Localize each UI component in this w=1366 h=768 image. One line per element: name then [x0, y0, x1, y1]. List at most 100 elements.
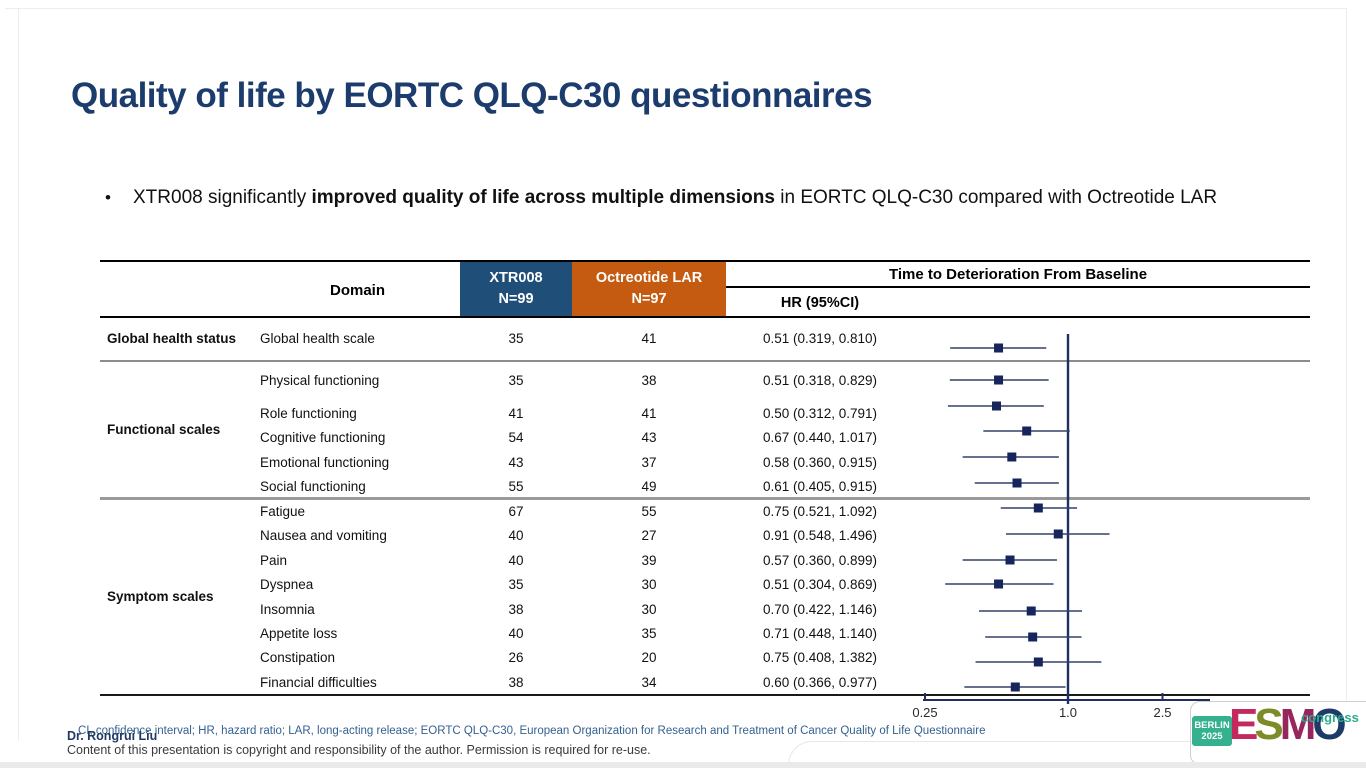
table-cell-domain: Fatigue — [260, 504, 306, 519]
table-cell-hr: 0.50 (0.312, 0.791) — [762, 406, 878, 421]
hr-marker — [1010, 682, 1020, 692]
table-cell-xtr008: 35 — [508, 373, 524, 388]
table-cell-xtr008: 38 — [508, 675, 524, 690]
table-cell-domain: Cognitive functioning — [260, 430, 386, 445]
column-header-domain: Domain — [329, 281, 385, 299]
bottom-strip — [0, 762, 1366, 768]
table-cell-octreotide: 34 — [641, 675, 657, 690]
frame-top-line — [5, 8, 1346, 9]
xtr008-n: N=99 — [498, 291, 534, 307]
hr-marker — [1033, 657, 1043, 667]
table-cell-hr: 0.70 (0.422, 1.146) — [762, 602, 878, 617]
hr-marker — [1005, 555, 1015, 565]
section-label: Global health status — [107, 331, 237, 346]
hr-marker — [994, 375, 1004, 385]
table-border-under-ttd — [726, 286, 1310, 288]
table-cell-xtr008: 67 — [508, 504, 524, 519]
esmo-letter: E — [1229, 700, 1258, 749]
copyright-notice: Content of this presentation is copyrigh… — [67, 743, 651, 757]
table-cell-hr: 0.51 (0.318, 0.829) — [762, 373, 878, 388]
table-cell-domain: Pain — [260, 553, 288, 568]
octreotide-label: Octreotide LAR — [595, 269, 703, 286]
table-cell-xtr008: 26 — [508, 650, 524, 665]
table-cell-octreotide: 41 — [641, 331, 657, 346]
table-cell-hr: 0.51 (0.304, 0.869) — [762, 577, 878, 592]
table-cell-xtr008: 40 — [508, 626, 524, 641]
column-header-octreotide: Octreotide LAR N=97 — [572, 261, 726, 317]
table-cell-hr: 0.75 (0.408, 1.382) — [762, 650, 878, 665]
table-cell-domain: Nausea and vomiting — [260, 528, 387, 543]
page-title: Quality of life by EORTC QLQ-C30 questio… — [71, 76, 873, 115]
table-cell-xtr008: 55 — [508, 479, 524, 494]
table-cell-octreotide: 49 — [641, 479, 657, 494]
table-cell-hr: 0.75 (0.521, 1.092) — [762, 504, 878, 519]
table-cell-hr: 0.91 (0.548, 1.496) — [762, 528, 878, 543]
section-label: Functional scales — [107, 422, 221, 437]
hr-marker — [1022, 426, 1032, 436]
table-cell-xtr008: 54 — [508, 430, 524, 445]
hr-marker — [994, 579, 1004, 589]
column-header-xtr008: XTR008 N=99 — [460, 261, 572, 317]
badge-city: BERLIN — [1194, 719, 1230, 731]
esmo-berlin-badge: BERLIN 2025 — [1192, 716, 1232, 746]
table-cell-xtr008: 38 — [508, 602, 524, 617]
table-cell-hr: 0.71 (0.448, 1.140) — [762, 626, 878, 641]
bullet-post: in EORTC QLQ-C30 compared with Octreotid… — [774, 187, 1218, 208]
table-cell-octreotide: 27 — [641, 528, 657, 543]
column-header-time-to-deterioration: Time to Deterioration From Baseline — [888, 266, 1148, 283]
table-border-bottom — [100, 694, 1310, 696]
table-cell-octreotide: 37 — [641, 455, 657, 470]
table-cell-domain: Physical functioning — [260, 373, 380, 388]
table-cell-domain: Social functioning — [260, 479, 366, 494]
hr-marker — [994, 343, 1004, 353]
hr-marker — [1028, 632, 1038, 642]
table-cell-xtr008: 43 — [508, 455, 524, 470]
table-border-under-header — [100, 316, 1310, 318]
table-cell-octreotide: 43 — [641, 430, 657, 445]
table-cell-octreotide: 30 — [641, 602, 657, 617]
esmo-letter: O — [1312, 700, 1346, 749]
bullet-text: • XTR008 significantly improved quality o… — [105, 187, 1305, 209]
octreotide-n: N=97 — [631, 291, 667, 307]
bullet-bold: improved quality of life across multiple… — [311, 187, 775, 208]
table-cell-octreotide: 20 — [641, 650, 657, 665]
table-cell-domain: Appetite loss — [260, 626, 338, 641]
esmo-letter: M — [1279, 700, 1317, 749]
bullet-marker: • — [105, 188, 111, 207]
bullet-pre: XTR008 significantly — [133, 187, 312, 208]
table-cell-domain: Constipation — [260, 650, 336, 665]
table-cell-octreotide: 38 — [641, 373, 657, 388]
hr-marker — [1033, 503, 1043, 513]
table-cell-xtr008: 35 — [508, 331, 524, 346]
table-cell-domain: Insomnia — [260, 602, 315, 617]
x-axis-tick-label: 0.25 — [912, 705, 937, 720]
xtr008-label: XTR008 — [489, 269, 543, 286]
hr-marker — [1012, 478, 1022, 488]
section-label: Symptom scales — [107, 589, 214, 604]
table-cell-hr: 0.57 (0.360, 0.899) — [762, 553, 878, 568]
table-cell-octreotide: 41 — [641, 406, 657, 421]
forest-plot: 0.25 1.0 2.5 — [912, 334, 1210, 720]
table-cell-domain: Dyspnea — [260, 577, 314, 592]
table-cell-hr: 0.58 (0.360, 0.915) — [762, 455, 878, 470]
table-cell-octreotide: 39 — [641, 553, 657, 568]
table-separator-functional — [100, 497, 1310, 500]
table-cell-xtr008: 35 — [508, 577, 524, 592]
table-cell-domain: Global health scale — [260, 331, 375, 346]
table-border-top — [100, 260, 1310, 262]
table-cell-hr: 0.60 (0.366, 0.977) — [762, 675, 878, 690]
esmo-logo: ESMO — [1229, 700, 1347, 749]
hr-marker — [992, 401, 1002, 411]
column-header-hr: HR (95%CI) — [780, 294, 860, 311]
table-cell-hr: 0.61 (0.405, 0.915) — [762, 479, 878, 494]
hr-marker — [1026, 606, 1036, 616]
esmo-letter: S — [1254, 700, 1283, 749]
presenter-name: Dr. Rongrui Liu — [67, 729, 158, 743]
table-separator-global — [100, 360, 1310, 362]
frame-right-line — [1346, 8, 1347, 762]
table-cell-octreotide: 30 — [641, 577, 657, 592]
badge-year: 2025 — [1201, 731, 1223, 742]
table-cell-xtr008: 40 — [508, 528, 524, 543]
table-cell-xtr008: 40 — [508, 553, 524, 568]
